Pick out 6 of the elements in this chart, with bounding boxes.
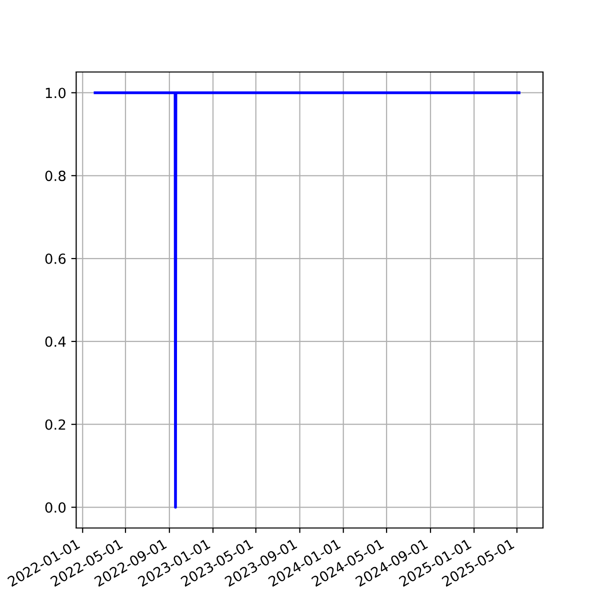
y-tick-label: 1.0 [46, 88, 66, 98]
y-tick-label: 0.0 [45, 502, 66, 513]
y-tick-label: 0.6 [45, 254, 66, 264]
y-tick-label: 0.4 [45, 336, 66, 347]
y-tick-label: 0.8 [45, 170, 66, 182]
y-tick-label: 0.2 [45, 419, 66, 430]
